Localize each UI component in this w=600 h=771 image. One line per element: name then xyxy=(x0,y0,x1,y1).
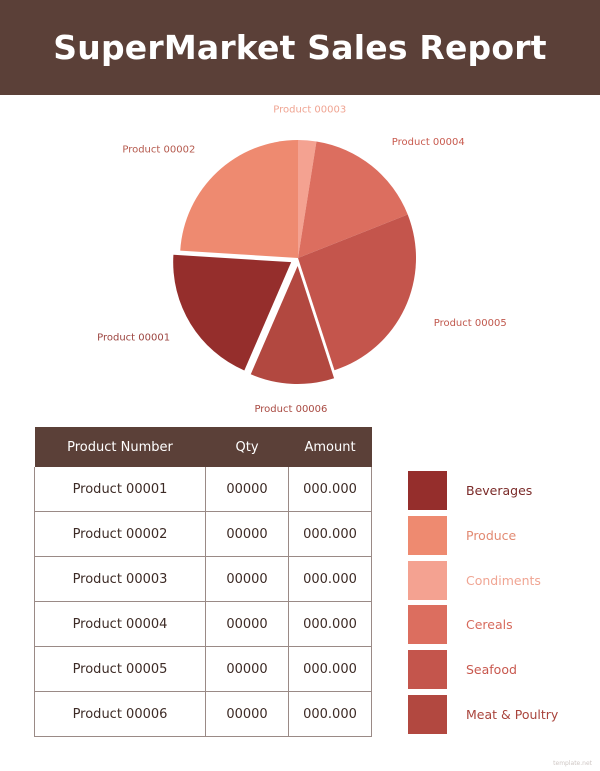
cell-qty: 00000 xyxy=(205,467,289,512)
cell-product: Product 00004 xyxy=(34,601,206,647)
pie-slice xyxy=(298,141,408,258)
pie-slice xyxy=(250,265,335,384)
legend-swatch xyxy=(408,471,447,510)
table-row: Product 00004 00000 000.000 xyxy=(34,601,372,647)
pie-label: Product 00001 xyxy=(97,332,170,343)
cell-product: Product 00006 xyxy=(34,691,206,737)
cell-qty: 00000 xyxy=(205,511,289,557)
legend-label: Produce xyxy=(466,527,517,543)
header-qty: Qty xyxy=(235,439,259,455)
pie-slice xyxy=(180,140,298,258)
pie-label: Product 00004 xyxy=(392,137,465,148)
table-row: Product 00003 00000 000.000 xyxy=(34,556,372,602)
pie-slice xyxy=(298,214,416,371)
legend-label: Condiments xyxy=(466,572,541,588)
legend-swatch xyxy=(408,560,447,600)
report-header: SuperMarket Sales Report xyxy=(0,0,600,95)
pie-slice xyxy=(298,140,317,258)
legend-swatch xyxy=(408,650,447,690)
watermark: template.net xyxy=(553,760,592,767)
legend-label: Beverages xyxy=(466,483,533,498)
cell-qty: 00000 xyxy=(205,646,289,692)
cell-product: Product 00005 xyxy=(34,646,206,692)
cell-amount: 000.000 xyxy=(288,646,372,692)
pie-label: Product 00005 xyxy=(434,318,507,329)
legend-swatch xyxy=(408,605,447,645)
header-amount: Amount xyxy=(304,439,356,455)
cell-amount: 000.000 xyxy=(288,601,372,647)
legend-swatch xyxy=(408,515,447,555)
report-title: SuperMarket Sales Report xyxy=(53,28,547,67)
cell-product: Product 00003 xyxy=(34,556,206,602)
category-legend: Beverages Produce Condiments Cereals Seafood… xyxy=(408,471,598,740)
table-row: Product 00001 00000 000.000 xyxy=(34,467,372,512)
pie-label: Product 00006 xyxy=(254,404,327,415)
legend-item: Condiments xyxy=(408,560,598,606)
pie-chart: Product 00003 Product 00004 Product 00005 P… xyxy=(97,104,507,415)
table-row: Product 00002 00000 000.000 xyxy=(34,511,372,557)
legend-label: Seafood xyxy=(466,662,517,678)
cell-qty: 00000 xyxy=(205,556,289,602)
sales-table: Product Number Qty Amount Product 00001 … xyxy=(34,427,372,737)
table-row: Product 00005 00000 000.000 xyxy=(34,646,372,692)
legend-item: Produce xyxy=(408,515,598,561)
table-header: Product Number Qty Amount xyxy=(34,427,372,467)
legend-item: Cereals xyxy=(408,605,598,650)
legend-item: Seafood xyxy=(408,650,598,695)
cell-amount: 000.000 xyxy=(288,511,372,557)
legend-label: Cereals xyxy=(466,617,513,633)
cell-amount: 000.000 xyxy=(288,467,372,512)
legend-label: Meat & Poultry xyxy=(466,706,559,722)
cell-qty: 00000 xyxy=(205,601,289,647)
pie-slice xyxy=(173,254,292,371)
sales-table-container: Product Number Qty Amount Product 00001 … xyxy=(34,427,372,737)
pie-label: Product 00002 xyxy=(122,145,195,156)
header-product-number: Product Number xyxy=(67,439,173,455)
cell-product: Product 00001 xyxy=(34,467,206,512)
legend-item: Beverages xyxy=(408,471,598,516)
pie-label: Product 00003 xyxy=(273,104,346,115)
cell-qty: 00000 xyxy=(205,691,289,737)
cell-amount: 000.000 xyxy=(288,691,372,737)
legend-item: Meat & Poultry xyxy=(408,694,598,740)
cell-amount: 000.000 xyxy=(288,556,372,602)
legend-swatch xyxy=(408,694,447,734)
cell-product: Product 00002 xyxy=(34,511,206,557)
table-row: Product 00006 00000 000.000 xyxy=(34,691,372,737)
